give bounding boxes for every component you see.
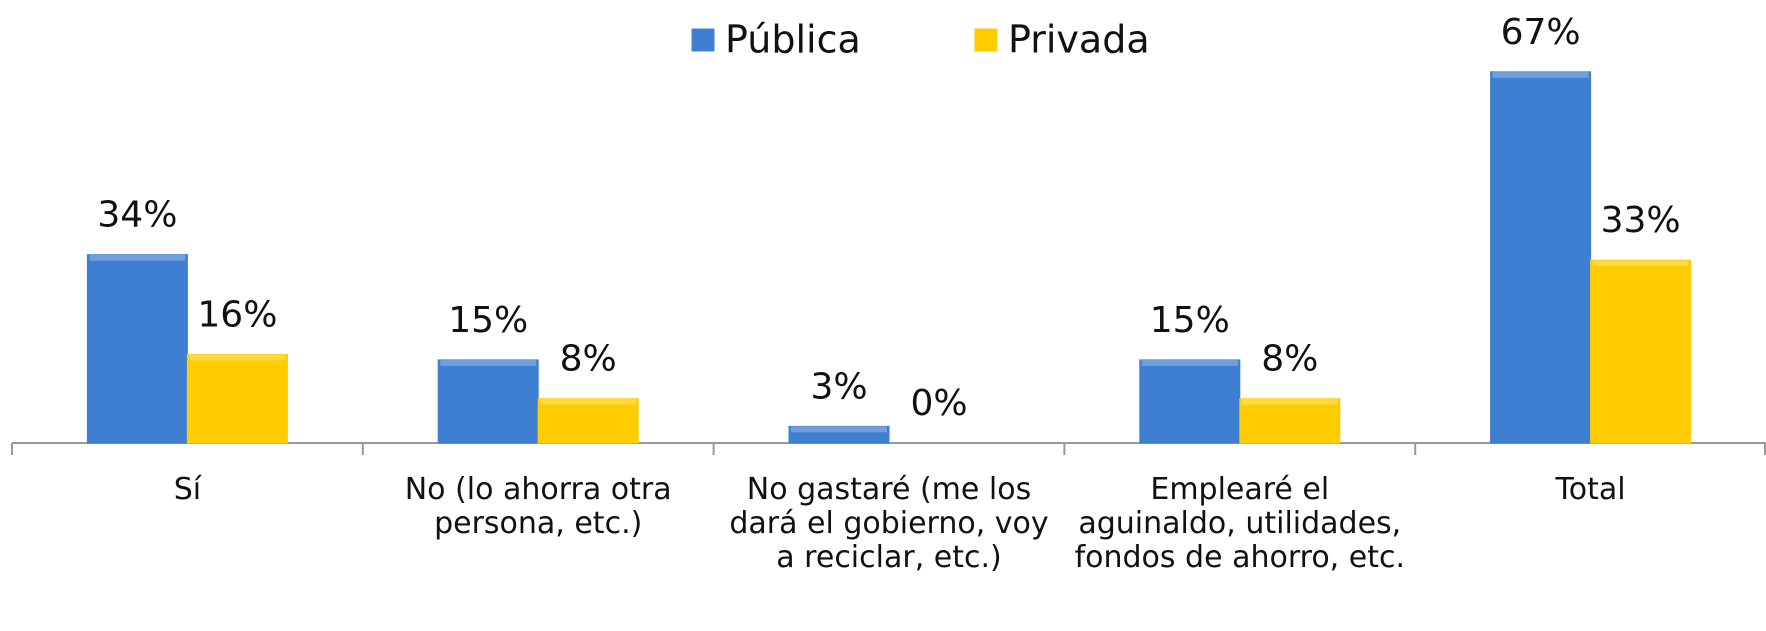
data-label: 67%: [1501, 12, 1581, 53]
bar-bevel: [440, 359, 537, 366]
data-label: 3%: [810, 366, 867, 407]
data-label: 8%: [1261, 339, 1318, 380]
bar: [437, 359, 539, 444]
bar-bevel: [1492, 71, 1589, 78]
bar: [1239, 398, 1341, 444]
legend-label: Pública: [725, 18, 861, 62]
bar-bevel: [1241, 398, 1338, 405]
bar: [1590, 259, 1692, 444]
bar-bevel: [1592, 260, 1689, 267]
bar: [1490, 71, 1592, 444]
bar: [86, 254, 188, 444]
bar: [788, 425, 890, 444]
x-tick-label: Sí: [173, 472, 202, 507]
x-tick-label: No (lo ahorra otra persona, etc.): [404, 472, 672, 541]
bar-bevel: [540, 398, 637, 405]
bar: [1139, 359, 1241, 444]
data-label: 15%: [1150, 300, 1230, 341]
bar: [186, 353, 288, 444]
x-tick-label: Total: [1555, 472, 1626, 507]
bar-bevel: [189, 354, 286, 361]
data-label: 0%: [910, 383, 967, 424]
bar: [537, 398, 639, 444]
data-label: 8%: [560, 339, 617, 380]
data-label: 15%: [448, 300, 528, 341]
bar-bevel: [791, 426, 887, 433]
legend-label: Privada: [1008, 18, 1150, 62]
data-label: 33%: [1601, 200, 1681, 241]
data-label: 34%: [97, 195, 177, 236]
legend-swatch: [691, 28, 715, 52]
legend-swatch: [974, 28, 998, 52]
bar-bevel: [89, 254, 186, 261]
x-tick-label: Emplearé el aguinaldo, utilidades, fondo…: [1074, 472, 1406, 575]
x-tick-label: No gastaré (me los dará el gobierno, voy…: [729, 472, 1049, 575]
data-label: 16%: [197, 294, 277, 335]
bar-bevel: [1141, 359, 1238, 366]
